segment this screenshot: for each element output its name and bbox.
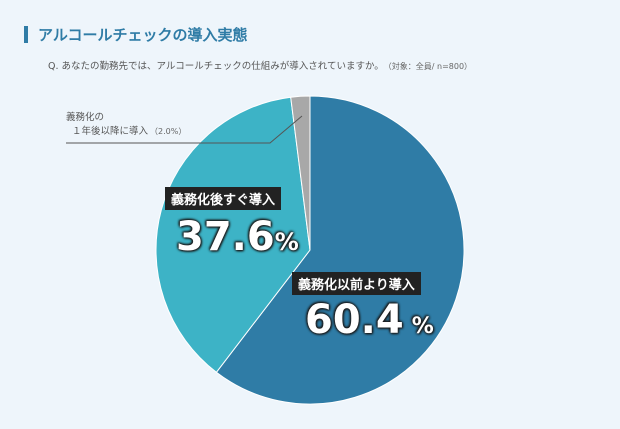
slice-value-after-unit: % [274,228,299,256]
slice-value-later: （2.0%） [150,127,187,136]
title-text: アルコールチェックの導入実態 [38,26,248,44]
survey-question: Q. あなたの勤務先では、アルコールチェックの仕組みが導入されていますか。 （対象… [48,58,472,72]
slice-label-later: 義務化の １年後以降に導入 （2.0%） [66,111,186,139]
slice-label-later-line1: 義務化の [66,112,105,123]
chart-title: アルコールチェックの導入実態 [24,24,248,45]
slice-value-after-number: 37.6 [176,214,275,260]
pie-slice-later [290,95,311,251]
slice-value-after: 37.6% [176,214,299,260]
question-text: Q. あなたの勤務先では、アルコールチェックの仕組みが導入されていますか。 [48,61,384,72]
slice-label-later-line2-wrap: １年後以降に導入 （2.0%） [66,125,186,139]
slice-label-later-line2: １年後以降に導入 [72,126,149,137]
pie-slice-after [155,96,311,373]
leader-line [66,115,303,144]
slice-value-before-unit: % [411,314,434,339]
pie-slice-before [215,95,465,405]
slice-label-before: 義務化以前より導入 [292,272,421,295]
question-note: （対象：全員/ n=800） [387,62,473,71]
slice-value-before: 60.4% [305,297,434,343]
slice-label-after: 義務化後すぐ導入 [165,187,282,210]
title-accent-bar [24,26,28,43]
slice-value-before-number: 60.4 [305,297,404,343]
